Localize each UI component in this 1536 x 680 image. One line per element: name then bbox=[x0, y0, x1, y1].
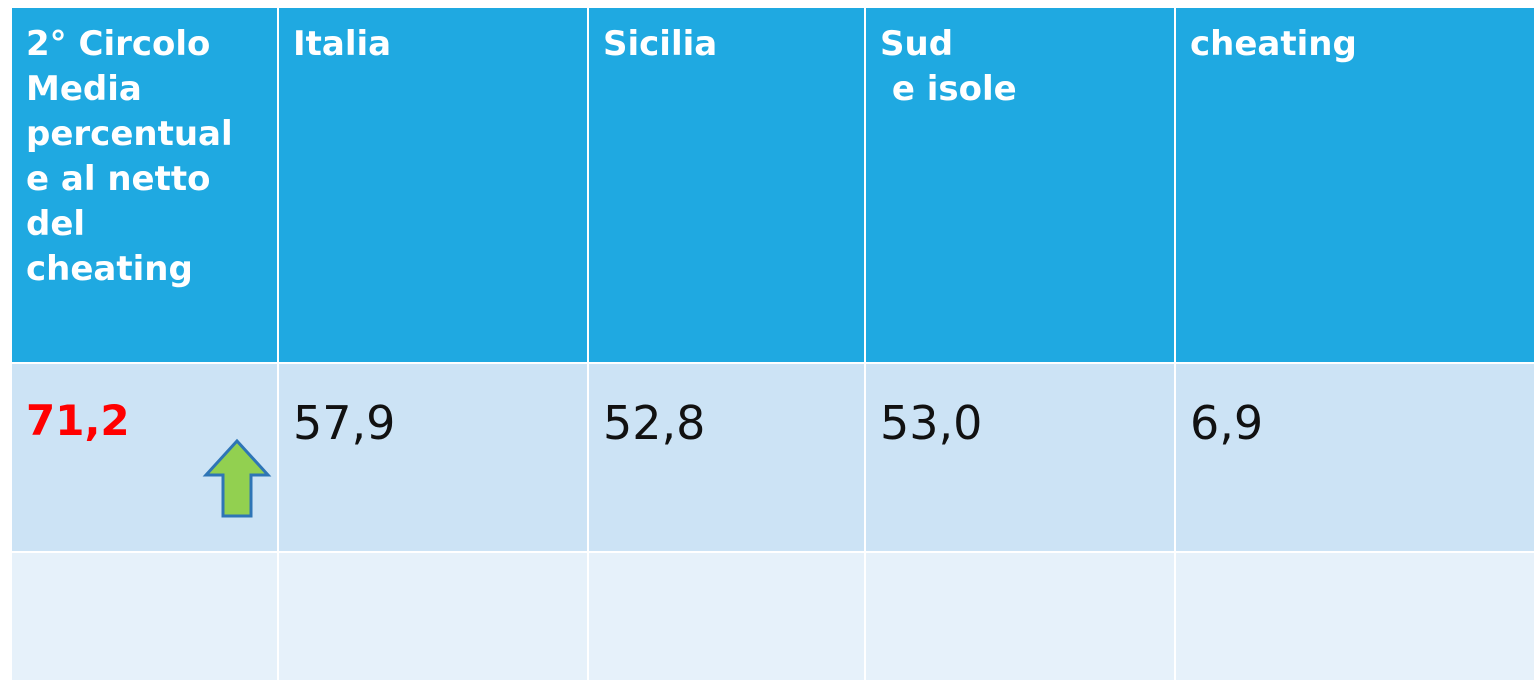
body-cell: 52,8 bbox=[589, 364, 864, 551]
header-text: e isole bbox=[880, 69, 1017, 109]
header-text: cheating bbox=[26, 249, 193, 289]
header-text: Media bbox=[26, 69, 142, 109]
cell-text: 53,0 bbox=[880, 396, 983, 450]
header-text: del bbox=[26, 204, 86, 244]
header-text: Sud bbox=[880, 24, 954, 64]
body-cell: 53,0 bbox=[866, 364, 1174, 551]
cell-text: 6,9 bbox=[1190, 396, 1264, 450]
header-text: e al netto bbox=[26, 159, 211, 199]
header-text: Sicilia bbox=[603, 24, 718, 64]
header-text: Italia bbox=[293, 24, 392, 64]
header-cell: Sicilia bbox=[589, 8, 864, 362]
body-cell: 6,9 bbox=[1176, 364, 1534, 551]
header-cell: Sud e isole bbox=[866, 8, 1174, 362]
cell-text: 71,2 bbox=[26, 396, 130, 445]
header-cell: Italia bbox=[279, 8, 587, 362]
header-cell: cheating bbox=[1176, 8, 1534, 362]
header-cell: 2° Circolo Media percentual e al netto del ch… bbox=[12, 8, 277, 362]
empty-cell bbox=[589, 553, 864, 680]
up-arrow bbox=[202, 438, 272, 518]
empty-cell bbox=[1176, 553, 1534, 680]
empty-cell bbox=[866, 553, 1174, 680]
header-text: percentual bbox=[26, 114, 233, 154]
empty-cell bbox=[279, 553, 587, 680]
cell-text: 52,8 bbox=[603, 396, 706, 450]
header-text: 2° Circolo bbox=[26, 24, 211, 64]
body-cell: 57,9 bbox=[279, 364, 587, 551]
empty-cell bbox=[12, 553, 277, 680]
header-text: cheating bbox=[1190, 24, 1357, 64]
cell-text: 57,9 bbox=[293, 396, 396, 450]
